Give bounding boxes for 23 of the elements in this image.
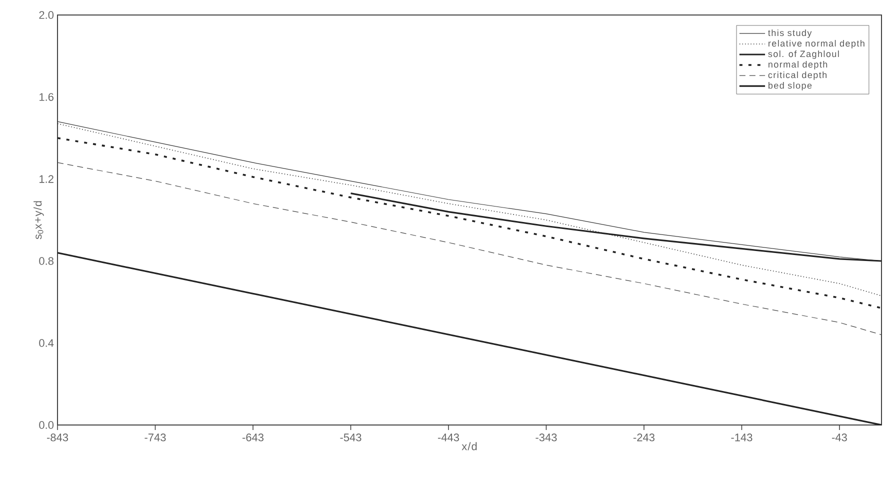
y-tick-label: 0.8 <box>39 257 54 265</box>
x-tick-label: -543 <box>340 434 362 442</box>
x-tick-label: -743 <box>144 434 166 442</box>
y-tick-label: 0.4 <box>39 339 54 347</box>
x-tick-label: -643 <box>242 434 264 442</box>
y-tick-label: 1.2 <box>40 175 54 183</box>
x-tick-label: -343 <box>536 434 557 442</box>
legend-label: critical depth <box>768 72 827 80</box>
y-tick-label: 2.0 <box>39 11 54 19</box>
legend-label: sol. of Zaghloul <box>768 50 839 59</box>
y-axis-title: s$_{0}$x+y/d <box>34 201 44 240</box>
x-tick-label: -443 <box>438 434 460 442</box>
legend-label: bed slope <box>768 82 812 90</box>
x-tick-label: -143 <box>731 434 752 442</box>
y-tick-label: 0.0 <box>39 421 54 429</box>
y-tick-label: 1.6 <box>40 93 54 101</box>
x-tick-label: -43 <box>832 434 847 442</box>
legend-label: normal depth <box>768 61 828 70</box>
x-tick-label: -843 <box>46 434 68 442</box>
x-axis-title: x/d <box>462 442 477 450</box>
legend-label: relative normal depth <box>768 40 864 48</box>
x-tick-label: -243 <box>633 434 654 442</box>
legend-label: this study <box>768 29 812 38</box>
